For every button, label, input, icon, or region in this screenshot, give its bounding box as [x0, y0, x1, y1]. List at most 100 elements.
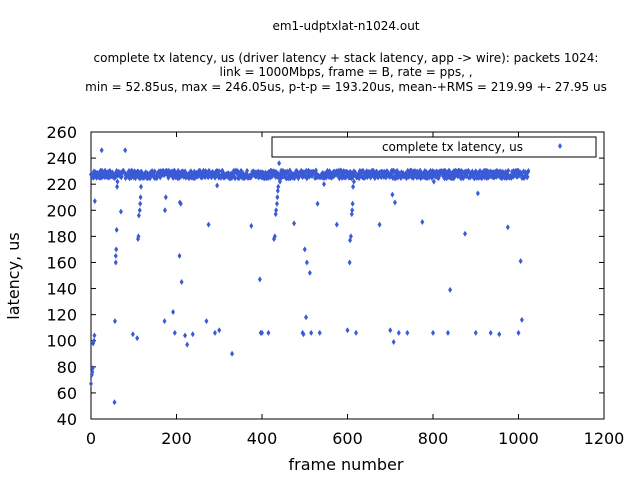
data-point [506, 167, 511, 174]
data-point [233, 175, 238, 182]
y-tick-label: 160 [46, 253, 77, 272]
x-tick-label: 400 [247, 429, 278, 448]
data-point [260, 329, 264, 336]
x-axis-label: frame number [289, 455, 404, 474]
title-line: link = 1000Mbps, frame = B, rate = pps, … [219, 65, 472, 79]
y-tick-label: 200 [46, 201, 77, 220]
data-point [179, 279, 184, 286]
data-point [206, 221, 211, 228]
data-point [89, 380, 93, 387]
data-point [136, 233, 141, 240]
x-tick-label: 1000 [498, 429, 539, 448]
x-tick-label: 600 [332, 429, 363, 448]
data-point [304, 314, 309, 321]
title-line: em1-udptxlat-n1024.out [272, 19, 419, 33]
y-tick-label: 220 [46, 175, 77, 194]
data-point [230, 350, 235, 357]
data-point [302, 246, 307, 253]
data-point [390, 191, 395, 198]
data-point [139, 183, 144, 190]
data-point [304, 259, 309, 266]
data-point [388, 327, 393, 334]
data-point [351, 183, 356, 190]
y-tick-label: 260 [46, 123, 77, 142]
data-point [217, 327, 222, 334]
data-point [463, 230, 468, 237]
data-point [257, 276, 262, 283]
data-point [526, 168, 531, 175]
data-point [114, 226, 119, 233]
data-point [137, 207, 142, 214]
data-point [163, 194, 168, 201]
data-point [204, 318, 209, 325]
data-point [445, 329, 450, 336]
data-point [519, 316, 524, 323]
data-point [178, 200, 183, 207]
data-point [212, 329, 217, 336]
data-point [114, 246, 119, 253]
data-point [249, 222, 254, 229]
chart-title: em1-udptxlat-n1024.out complete tx latenc… [85, 19, 607, 94]
data-point [112, 399, 117, 406]
data-point [309, 329, 314, 336]
data-point [321, 181, 326, 188]
data-point [136, 212, 141, 219]
data-point [277, 160, 282, 167]
y-tick-label: 180 [46, 227, 77, 246]
y-axis-label: latency, us [4, 232, 23, 319]
data-point [135, 335, 140, 342]
data-point [431, 178, 436, 185]
data-point [92, 198, 97, 205]
data-point [274, 200, 279, 207]
y-tick-label: 100 [46, 332, 77, 351]
data-point [112, 318, 117, 325]
data-point [217, 168, 222, 175]
data-point [275, 194, 280, 201]
data-point [377, 221, 382, 228]
data-point [177, 252, 182, 259]
y-tick-label: 140 [46, 280, 77, 299]
x-tick-label: 0 [86, 429, 96, 448]
data-point [317, 329, 322, 336]
data-point [497, 331, 502, 338]
data-point [183, 332, 188, 339]
data-point [349, 211, 354, 218]
data-point [354, 329, 359, 336]
data-point [518, 258, 523, 265]
x-tick-label: 1200 [584, 429, 625, 448]
data-point [488, 329, 493, 336]
data-point [275, 187, 280, 194]
data-point [91, 337, 96, 344]
y-tick-label: 60 [57, 384, 77, 403]
data-point [351, 178, 356, 185]
data-point [276, 183, 281, 190]
data-point [516, 329, 521, 336]
data-point [138, 200, 143, 207]
y-tick-label: 80 [57, 358, 77, 377]
data-point [92, 332, 97, 339]
data-point [266, 329, 271, 336]
title-line: min = 52.85us, max = 246.05us, p-t-p = 1… [85, 80, 607, 94]
data-point [350, 207, 355, 214]
data-point [348, 233, 353, 240]
data-point [215, 182, 220, 189]
data-point [162, 207, 167, 214]
x-tick-label: 200 [161, 429, 192, 448]
data-point [113, 259, 118, 266]
data-point [307, 269, 312, 276]
title-line: complete tx latency, us (driver latency … [94, 51, 599, 65]
data-point [138, 194, 143, 201]
data-point [345, 327, 350, 334]
data-point [405, 329, 410, 336]
data-point [420, 219, 425, 226]
data-point [315, 200, 320, 207]
data-point [273, 211, 278, 218]
data-point [292, 220, 297, 227]
data-point [274, 207, 279, 214]
data-point [90, 365, 95, 372]
data-point [171, 309, 176, 316]
legend-marker [558, 143, 562, 149]
data-point [162, 318, 167, 325]
data-point [396, 329, 401, 336]
